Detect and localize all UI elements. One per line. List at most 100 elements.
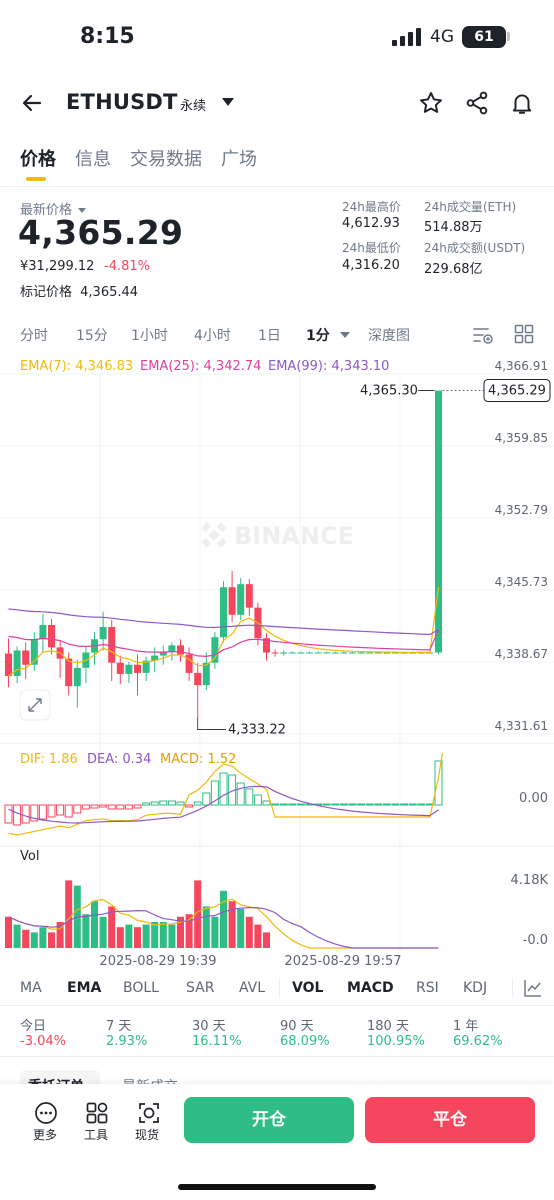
indicator-ma[interactable]: MA: [20, 980, 42, 996]
candle: [48, 624, 55, 648]
price-axis-label: 4,345.73: [495, 575, 548, 589]
candle: [125, 664, 133, 674]
candle: [39, 624, 47, 640]
ema25-label: EMA(25): 4,342.74: [140, 359, 261, 374]
indicator-kdj[interactable]: KDJ: [463, 980, 488, 996]
vol-axis-max: 4.18K: [511, 873, 549, 888]
macd-dif-label: DIF: 1.86: [20, 752, 78, 767]
candle: [263, 638, 270, 653]
perf-label-5: 1 年: [453, 1019, 479, 1034]
ema-lines: [8, 586, 440, 677]
vol-axis-min: -0.0: [523, 933, 548, 948]
volume-bar: [228, 901, 236, 948]
chart-settings-icon[interactable]: [472, 324, 494, 346]
macd-bar: [30, 804, 39, 822]
tools-icon[interactable]: [85, 1101, 109, 1125]
perf-value-3: 68.09%: [280, 1034, 330, 1049]
interval-1h[interactable]: 1小时: [131, 328, 168, 344]
volume-bar: [151, 922, 159, 948]
perf-label-2: 30 天: [192, 1019, 226, 1034]
contract-type-label[interactable]: 永续: [180, 99, 207, 114]
tab-info[interactable]: 信息: [75, 149, 111, 170]
candle: [142, 660, 150, 673]
indicator-chart-icon[interactable]: [523, 978, 543, 998]
home-indicator: [178, 1184, 376, 1190]
macd-bar: [253, 794, 262, 806]
indicator-boll[interactable]: BOLL: [123, 980, 159, 996]
share-icon[interactable]: [464, 90, 490, 116]
symbol-title[interactable]: ETHUSDT: [66, 90, 178, 114]
candle: [271, 652, 279, 654]
interval-1d[interactable]: 1日: [258, 328, 281, 344]
indicator-ema[interactable]: EMA: [67, 980, 102, 996]
spot-label[interactable]: 现货: [135, 1128, 160, 1142]
interval-15m[interactable]: 15分: [76, 328, 108, 344]
grid-layout-icon[interactable]: [514, 324, 534, 344]
time-label-1: 2025-08-29 19:39: [99, 954, 216, 969]
indicator-sar[interactable]: SAR: [186, 980, 215, 996]
perf-label-1: 7 天: [106, 1019, 132, 1034]
mark-price: 4,365.44: [80, 285, 139, 300]
candle: [5, 653, 12, 676]
kline-chart[interactable]: BINANCE EMA(7): 4,346.83 EMA(25): 4,342.…: [0, 352, 554, 972]
macd-bar: [219, 772, 228, 806]
tools-label[interactable]: 工具: [84, 1128, 109, 1142]
chevron-down-icon[interactable]: [222, 98, 234, 106]
status-time: 8:15: [80, 24, 135, 49]
macd-bar: [81, 804, 90, 810]
change-percent: -4.81%: [104, 259, 150, 274]
macd-bar: [116, 804, 125, 810]
candle: [392, 652, 399, 654]
macd-bar: [425, 803, 434, 806]
current-price-tag[interactable]: [483, 379, 551, 403]
candle: [366, 652, 374, 654]
macd-bar: [331, 803, 340, 806]
candle: [159, 651, 167, 656]
open-position-button[interactable]: 开仓: [184, 1097, 354, 1143]
indicator-macd[interactable]: MACD: [347, 980, 394, 996]
candle: [409, 652, 417, 654]
indicator-avl[interactable]: AVL: [239, 980, 266, 996]
indicator-rsi[interactable]: RSI: [416, 980, 439, 996]
interval-depth[interactable]: 深度图: [368, 328, 410, 344]
volume-bar: [185, 914, 193, 948]
vol-eth-label: 24h成交量(ETH): [424, 200, 517, 214]
back-arrow-icon[interactable]: [20, 91, 44, 115]
candle: [30, 639, 38, 665]
volume-bar: [194, 880, 202, 948]
candles: [5, 390, 442, 718]
candle: [22, 650, 30, 665]
candle: [220, 587, 227, 638]
candle: [383, 652, 391, 654]
interval-timeline[interactable]: 分时: [20, 328, 48, 344]
interval-more-icon[interactable]: [340, 332, 350, 338]
macd-bar: [400, 803, 409, 806]
star-icon[interactable]: [418, 90, 444, 116]
bell-icon[interactable]: [509, 90, 535, 116]
candle: [228, 587, 236, 615]
macd-axis-label: 0.00: [519, 791, 548, 806]
indicator-vol[interactable]: VOL: [292, 980, 324, 996]
macd-bar: [417, 803, 426, 806]
expand-icon[interactable]: [19, 689, 51, 721]
macd-bar: [21, 804, 30, 824]
macd-dea-label: DEA: 0.34: [87, 752, 151, 767]
tab-price[interactable]: 价格: [20, 149, 56, 170]
last-price-label[interactable]: 最新价格: [20, 199, 87, 218]
more-icon[interactable]: [34, 1101, 58, 1125]
macd-bar: [202, 792, 211, 806]
macd-bar: [38, 804, 47, 820]
candle: [417, 652, 425, 654]
interval-1m[interactable]: 1分: [306, 328, 330, 344]
tab-trading-data[interactable]: 交易数据: [130, 149, 202, 170]
close-position-button[interactable]: 平仓: [365, 1097, 535, 1143]
macd-bar: [408, 803, 417, 806]
macd-bar: [288, 803, 297, 806]
spot-icon[interactable]: [137, 1101, 161, 1125]
macd-bar: [159, 800, 168, 806]
tab-square[interactable]: 广场: [221, 149, 257, 170]
price-axis: 4,366.91 4,359.85 4,352.79 4,345.73 4,338.67…: [495, 359, 548, 733]
svg-text:4,365.30: 4,365.30: [360, 383, 418, 398]
more-label[interactable]: 更多: [33, 1128, 58, 1142]
interval-4h[interactable]: 4小时: [194, 328, 231, 344]
